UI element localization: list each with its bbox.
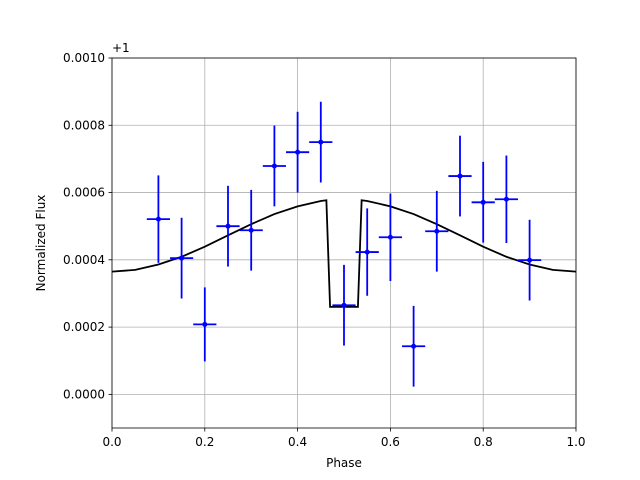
data-point <box>480 199 486 205</box>
data-point <box>503 196 509 202</box>
y-tick-label: 0.0000 <box>63 387 105 401</box>
y-tick-label: 0.0010 <box>63 51 105 65</box>
y-tick-label: 0.0002 <box>63 320 105 334</box>
x-tick-label: 1.0 <box>566 435 585 449</box>
x-tick-label: 0.2 <box>195 435 214 449</box>
x-tick-label: 0.8 <box>474 435 493 449</box>
data-point <box>341 302 347 308</box>
y-tick-label: 0.0008 <box>63 118 105 132</box>
data-point <box>179 255 185 261</box>
data-point <box>318 139 324 145</box>
x-tick-label: 0.4 <box>288 435 307 449</box>
data-point <box>225 223 231 229</box>
y-tick-label: 0.0006 <box>63 186 105 200</box>
data-point <box>155 216 161 222</box>
x-tick-label: 0.6 <box>381 435 400 449</box>
data-point <box>411 343 417 349</box>
x-tick-label: 0.0 <box>102 435 121 449</box>
data-point <box>248 227 254 233</box>
y-tick-label: 0.0004 <box>63 253 105 267</box>
data-point <box>457 173 463 179</box>
data-point <box>434 228 440 234</box>
data-point <box>271 163 277 169</box>
data-point <box>295 149 301 155</box>
data-point <box>527 257 533 263</box>
data-point <box>387 234 393 240</box>
plot-frame <box>111 57 577 429</box>
data-point <box>202 321 208 327</box>
y-offset-label: +1 <box>112 41 130 55</box>
x-axis-label: Phase <box>326 456 362 470</box>
y-axis-label: Normalized Flux <box>34 195 48 292</box>
data-point <box>364 249 370 255</box>
